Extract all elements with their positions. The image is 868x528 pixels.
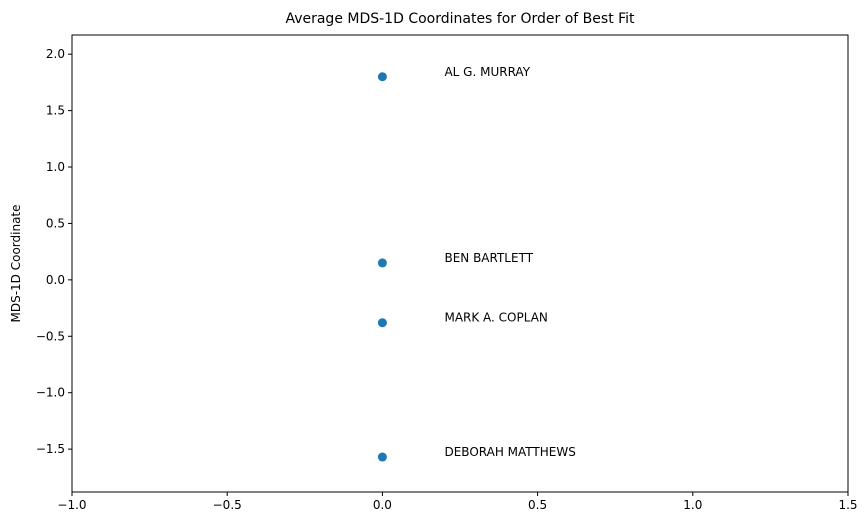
data-point [377,258,387,268]
y-tick-label: 0.5 [46,216,65,230]
point-annotation: BEN BARTLETT [444,251,533,265]
x-tick-label: 1.0 [683,498,702,512]
x-tick-label: 1.5 [838,498,857,512]
y-tick-label: −1.0 [36,386,65,400]
x-tick-label: −0.5 [213,498,242,512]
point-annotation: AL G. MURRAY [444,65,530,79]
y-tick-label: 0.0 [46,273,65,287]
y-axis-label: MDS-1D Coordinate [9,204,23,322]
y-tick-label: −0.5 [36,329,65,343]
y-tick-label: 1.5 [46,104,65,118]
y-tick-label: −1.5 [36,442,65,456]
chart-title: Average MDS-1D Coordinates for Order of … [285,11,635,27]
axes-frame [71,34,849,493]
data-point [377,452,387,462]
point-annotation: DEBORAH MATTHEWS [444,445,575,459]
x-tick-label: 0.5 [528,498,547,512]
plot-area: −1.0 −0.5 0.0 0.5 1.0 1.5 2.0 1.5 1.0 0.5 0.0 −0.5 −… [36,34,858,512]
data-point [377,72,387,82]
y-tick-label: 1.0 [46,160,65,174]
data-point [377,318,387,328]
point-annotation: MARK A. COPLAN [444,311,547,325]
x-tick-label: 0.0 [373,498,392,512]
x-tick-label: −1.0 [57,498,86,512]
y-tick-label: 2.0 [46,47,65,61]
